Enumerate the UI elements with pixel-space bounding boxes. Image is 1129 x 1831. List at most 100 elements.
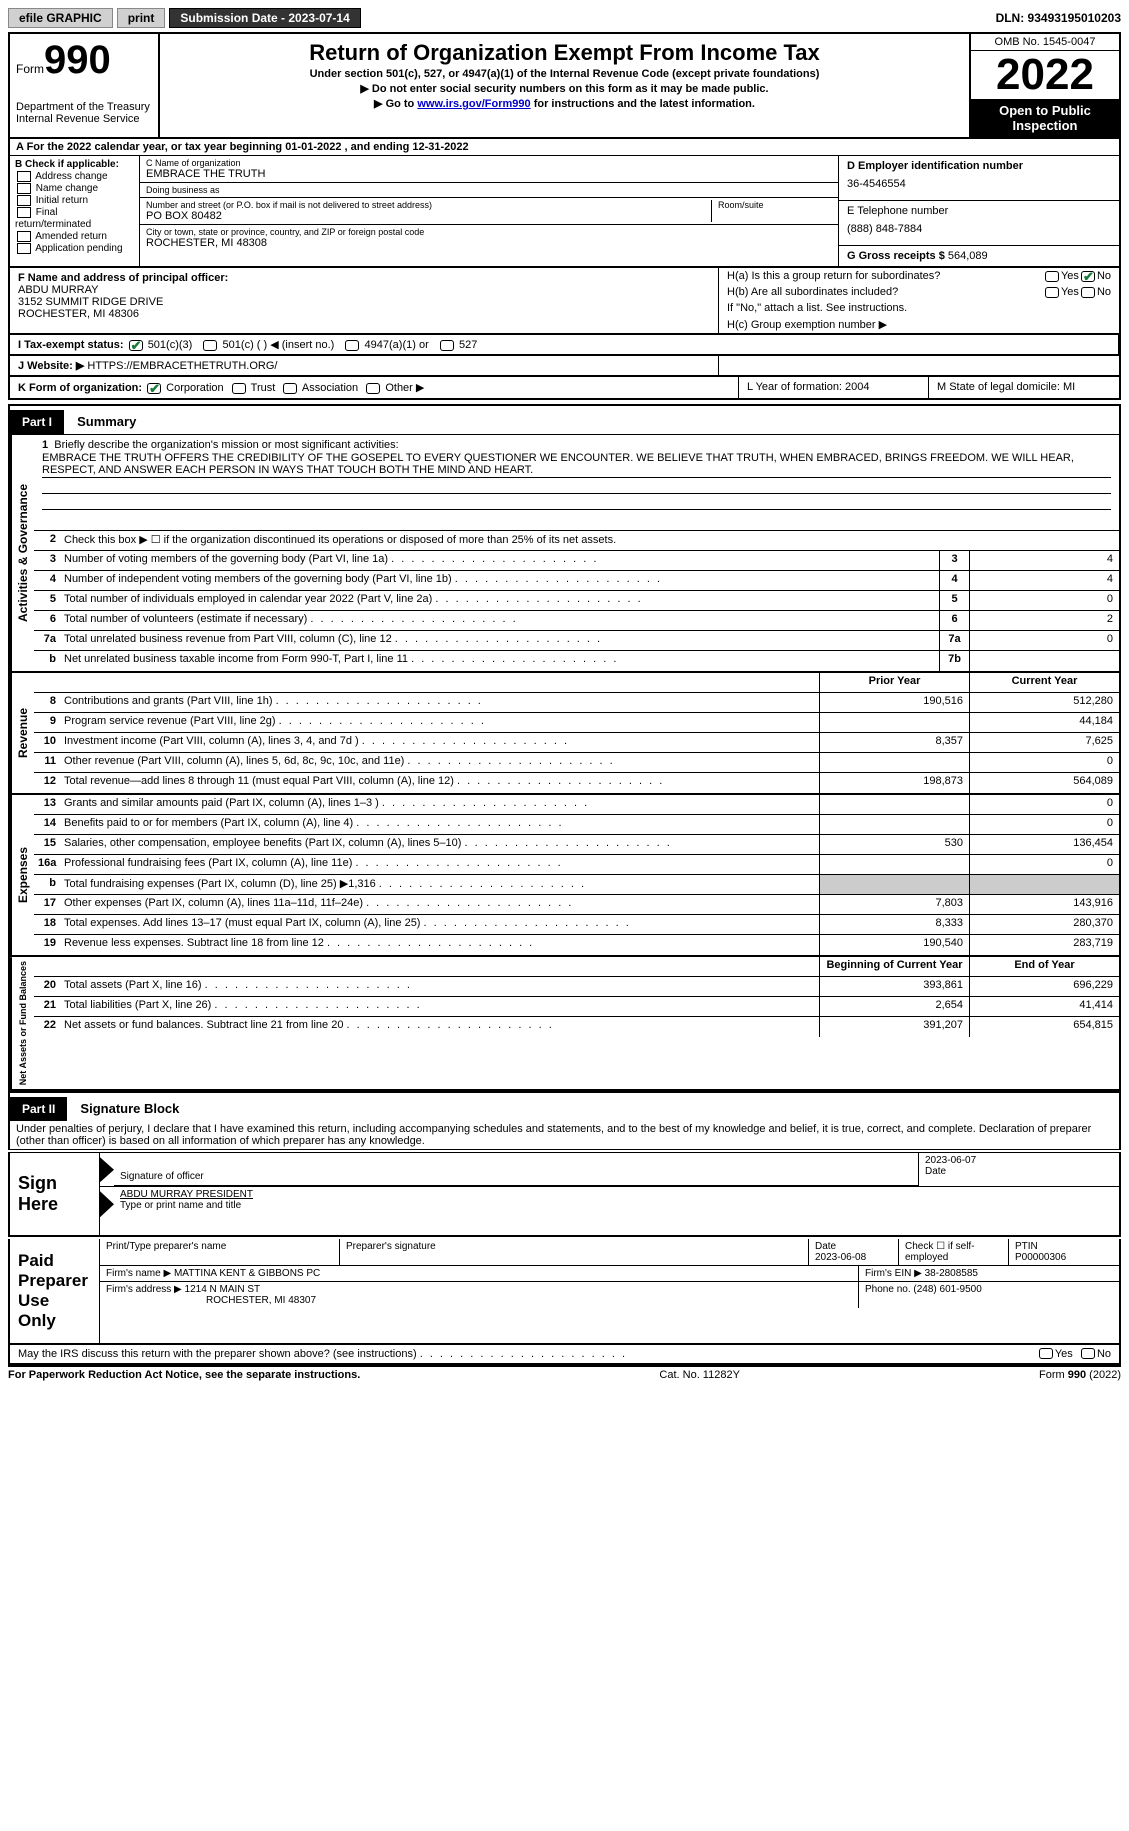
chk-501c[interactable]	[203, 340, 217, 351]
discuss-no[interactable]	[1081, 1348, 1095, 1359]
governance-block: Activities & Governance 1 Briefly descri…	[8, 434, 1121, 673]
chk-501c3[interactable]	[129, 340, 143, 351]
mission-text: EMBRACE THE TRUTH OFFERS THE CREDIBILITY…	[42, 451, 1111, 478]
gov-row: 7aTotal unrelated business revenue from …	[34, 631, 1119, 651]
tax-status-label: I Tax-exempt status:	[18, 339, 124, 351]
gov-row: 3Number of voting members of the governi…	[34, 551, 1119, 571]
paid-preparer-section: Paid Preparer Use Only Print/Type prepar…	[8, 1239, 1121, 1345]
chk-other[interactable]	[366, 383, 380, 394]
netassets-block: Net Assets or Fund Balances Beginning of…	[8, 957, 1121, 1091]
discuss-row: May the IRS discuss this return with the…	[8, 1345, 1121, 1365]
mission-block: 1 Briefly describe the organization's mi…	[34, 435, 1119, 531]
chk-trust[interactable]	[232, 383, 246, 394]
section-fh: F Name and address of principal officer:…	[8, 268, 1121, 335]
net-header: Beginning of Current Year End of Year	[34, 957, 1119, 977]
chk-amended[interactable]: Amended return	[15, 231, 134, 242]
ein-value: 36-4546554	[847, 172, 1111, 196]
expenses-block: Expenses 13Grants and similar amounts pa…	[8, 795, 1121, 957]
chk-app-pending[interactable]: Application pending	[15, 243, 134, 254]
ha-no[interactable]	[1081, 271, 1095, 282]
data-row: 20Total assets (Part X, line 16) 393,861…	[34, 977, 1119, 997]
firm-phone-label: Phone no.	[865, 1284, 911, 1295]
form-title: Return of Organization Exempt From Incom…	[164, 40, 965, 66]
chk-527[interactable]	[440, 340, 454, 351]
signer-name-title-label: Type or print name and title	[120, 1200, 1113, 1211]
officer-name: ABDU MURRAY	[18, 284, 710, 296]
org-name: EMBRACE THE TRUTH	[146, 168, 832, 180]
arrow-icon	[100, 1157, 114, 1182]
tab-governance: Activities & Governance	[10, 435, 34, 671]
data-row: 19Revenue less expenses. Subtract line 1…	[34, 935, 1119, 955]
form-number: 990	[44, 38, 111, 82]
data-row: 15Salaries, other compensation, employee…	[34, 835, 1119, 855]
cat-no: Cat. No. 11282Y	[659, 1369, 740, 1381]
data-row: 10Investment income (Part VIII, column (…	[34, 733, 1119, 753]
firm-ein-label: Firm's EIN ▶	[865, 1268, 922, 1279]
paid-preparer-label: Paid Preparer Use Only	[10, 1239, 100, 1343]
phone-label: E Telephone number	[847, 205, 1111, 217]
form-word: Form	[16, 62, 44, 76]
dln: DLN: 93493195010203	[996, 11, 1121, 25]
part-ii-title: Signature Block	[70, 1101, 179, 1116]
arrow-icon	[100, 1191, 114, 1217]
hc-label: H(c) Group exemption number ▶	[719, 316, 1119, 333]
sign-here-label: Sign Here	[10, 1153, 100, 1235]
officer-label: F Name and address of principal officer:	[18, 272, 710, 284]
data-row: 17Other expenses (Part IX, column (A), l…	[34, 895, 1119, 915]
prep-self-employed[interactable]: Check ☐ if self-employed	[899, 1239, 1009, 1265]
omb-number: OMB No. 1545-0047	[971, 34, 1119, 51]
paperwork-notice: For Paperwork Reduction Act Notice, see …	[8, 1369, 360, 1381]
irs-link[interactable]: www.irs.gov/Form990	[417, 98, 530, 110]
street-value: PO BOX 80482	[146, 210, 705, 222]
rev-header: Prior Year Current Year	[34, 673, 1119, 693]
line-2: 2 Check this box ▶ ☐ if the organization…	[34, 531, 1119, 551]
signer-name-title: ABDU MURRAY PRESIDENT	[120, 1189, 1113, 1200]
box-b: B Check if applicable: Address change Na…	[10, 156, 140, 266]
data-row: 14Benefits paid to or for members (Part …	[34, 815, 1119, 835]
part-i-badge: Part I	[10, 410, 64, 434]
discuss-text: May the IRS discuss this return with the…	[18, 1348, 1037, 1360]
officer-addr1: 3152 SUMMIT RIDGE DRIVE	[18, 296, 710, 308]
hb-yes[interactable]	[1045, 287, 1059, 298]
form-org-label: K Form of organization:	[18, 382, 142, 394]
revenue-block: Revenue Prior Year Current Year 8Contrib…	[8, 673, 1121, 795]
chk-final-return[interactable]: Final return/terminated	[15, 207, 134, 229]
gov-row: 5Total number of individuals employed in…	[34, 591, 1119, 611]
data-row: 8Contributions and grants (Part VIII, li…	[34, 693, 1119, 713]
chk-address-change[interactable]: Address change	[15, 171, 134, 182]
ha-yes[interactable]	[1045, 271, 1059, 282]
gov-row: bNet unrelated business taxable income f…	[34, 651, 1119, 671]
website-label: J Website: ▶	[18, 360, 84, 372]
data-row: 13Grants and similar amounts paid (Part …	[34, 795, 1119, 815]
hb-note: If "No," attach a list. See instructions…	[719, 300, 1119, 316]
firm-addr1: 1214 N MAIN ST	[185, 1284, 261, 1295]
dba-label: Doing business as	[146, 185, 832, 195]
discuss-yes[interactable]	[1039, 1348, 1053, 1359]
chk-assoc[interactable]	[283, 383, 297, 394]
box-f: F Name and address of principal officer:…	[10, 268, 719, 333]
section-bcd: B Check if applicable: Address change Na…	[8, 156, 1121, 268]
gov-row: 6Total number of volunteers (estimate if…	[34, 611, 1119, 631]
form-note1: ▶ Do not enter social security numbers o…	[164, 82, 965, 95]
dept-label: Department of the Treasury Internal Reve…	[16, 101, 152, 125]
row-i: I Tax-exempt status: 501(c)(3) 501(c) ( …	[8, 335, 1121, 356]
print-button[interactable]: print	[117, 8, 166, 28]
note2-pre: ▶ Go to	[374, 98, 417, 110]
firm-addr-label: Firm's address ▶	[106, 1284, 182, 1295]
city-value: ROCHESTER, MI 48308	[146, 237, 832, 249]
chk-4947[interactable]	[345, 340, 359, 351]
prep-date: 2023-06-08	[815, 1252, 866, 1263]
tab-netassets: Net Assets or Fund Balances	[10, 957, 34, 1089]
footer: For Paperwork Reduction Act Notice, see …	[8, 1367, 1121, 1381]
line1-label: Briefly describe the organization's miss…	[54, 439, 398, 451]
prep-sig-label: Preparer's signature	[346, 1241, 802, 1252]
chk-name-change[interactable]: Name change	[15, 183, 134, 194]
data-row: 9Program service revenue (Part VIII, lin…	[34, 713, 1119, 733]
chk-corp[interactable]	[147, 383, 161, 394]
hb-no[interactable]	[1081, 287, 1095, 298]
firm-name-label: Firm's name ▶	[106, 1268, 171, 1279]
part-i-title: Summary	[67, 414, 136, 429]
chk-initial-return[interactable]: Initial return	[15, 195, 134, 206]
row-a-period: A For the 2022 calendar year, or tax yea…	[8, 139, 1121, 156]
inspection-label: Open to Public Inspection	[971, 99, 1119, 137]
